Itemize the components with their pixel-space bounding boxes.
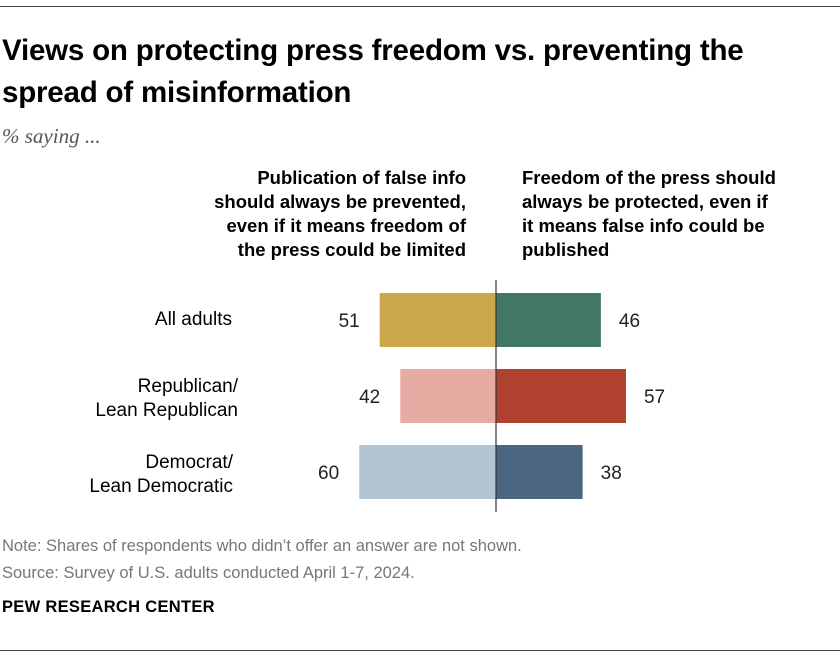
right-header-line: published [522,239,610,260]
left-series-header: Publication of false info should always … [166,166,466,262]
row-label-line: Lean Democratic [89,476,233,497]
right-header-line: always be protected, even if [522,191,768,212]
row-label-democrat: Democrat/ Lean Democratic [3,451,233,499]
chart-subtitle: % saying ... [2,124,101,148]
right-header-line: Freedom of the press should [522,167,776,188]
value-label-left-2: 60 [318,463,339,484]
bar-left-0 [379,293,496,347]
row-label-line: Democrat/ [145,452,233,473]
bar-right-2 [496,445,583,499]
value-label-right-2: 38 [601,463,622,484]
note-text: Note: Shares of respondents who didn’t o… [2,537,522,555]
left-header-line: even if it means freedom of [226,215,466,236]
bar-right-0 [496,293,601,347]
brand-logo-text: PEW RESEARCH CENTER [2,598,215,616]
bar-left-2 [359,445,496,499]
row-label-republican: Republican/ Lean Republican [8,375,238,423]
right-header-line: it means false info could be [522,215,765,236]
left-header-line: should always be prevented, [214,191,466,212]
bottom-rule [0,650,840,651]
value-label-right-1: 57 [644,387,665,408]
value-label-right-0: 46 [619,311,640,332]
row-label-line: Republican/ [137,376,238,397]
bar-left-1 [400,369,496,423]
right-series-header: Freedom of the press should always be pr… [522,166,822,262]
left-header-line: Publication of false info [257,167,466,188]
source-text: Source: Survey of U.S. adults conducted … [2,564,415,582]
bar-right-1 [496,369,626,423]
row-label-all-adults: All adults [2,308,232,332]
top-rule [0,6,840,7]
row-label-line: Lean Republican [95,400,238,421]
value-label-left-0: 51 [339,311,360,332]
value-label-left-1: 42 [359,387,380,408]
chart-title: Views on protecting press freedom vs. pr… [2,34,744,109]
left-header-line: the press could be limited [237,239,466,260]
row-label-line: All adults [154,309,232,330]
